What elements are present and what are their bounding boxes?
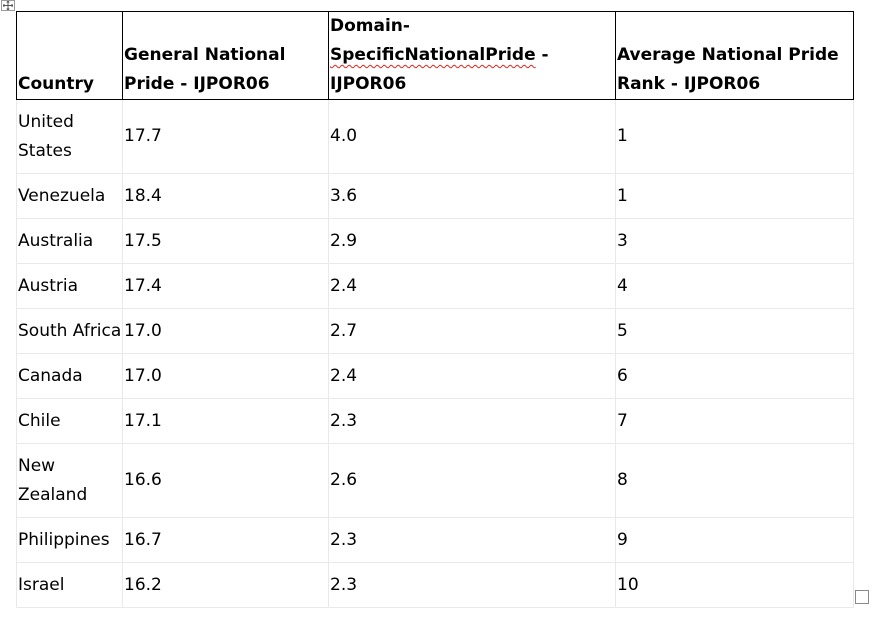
table-row: New Zealand 16.6 2.6 8	[16, 443, 854, 518]
table-row: Australia 17.5 2.9 3	[16, 218, 854, 264]
rank-cell[interactable]: 9	[615, 517, 854, 563]
header-cell-domain-pride[interactable]: Domain- SpecificNationalPride - IJPOR06	[328, 11, 616, 100]
domain-pride-cell[interactable]: 2.4	[328, 263, 616, 309]
table-move-handle[interactable]	[1, 0, 15, 11]
general-pride-cell[interactable]: 17.4	[122, 263, 329, 309]
header-cell-average-rank[interactable]: Average National Pride Rank - IJPOR06	[615, 11, 854, 100]
spellcheck-flagged-text[interactable]: SpecificNationalPride	[330, 45, 536, 65]
country-cell[interactable]: Australia	[16, 218, 123, 264]
general-pride-cell[interactable]: 16.2	[122, 562, 329, 608]
table-row: Austria 17.4 2.4 4	[16, 263, 854, 309]
rank-cell[interactable]: 1	[615, 173, 854, 219]
table-resize-handle[interactable]	[855, 590, 869, 604]
table-row: Venezuela 18.4 3.6 1	[16, 173, 854, 219]
general-pride-cell[interactable]: 16.7	[122, 517, 329, 563]
rank-cell[interactable]: 7	[615, 398, 854, 444]
general-pride-cell[interactable]: 17.5	[122, 218, 329, 264]
general-pride-cell[interactable]: 17.0	[122, 308, 329, 354]
header-text: Country	[18, 74, 94, 94]
general-pride-cell[interactable]: 17.0	[122, 353, 329, 399]
domain-pride-cell[interactable]: 2.3	[328, 562, 616, 608]
domain-pride-cell[interactable]: 2.7	[328, 308, 616, 354]
rank-cell[interactable]: 5	[615, 308, 854, 354]
rank-cell[interactable]: 1	[615, 99, 854, 174]
country-cell[interactable]: Philippines	[16, 517, 123, 563]
country-cell[interactable]: United States	[16, 99, 123, 174]
country-cell[interactable]: New Zealand	[16, 443, 123, 518]
general-pride-cell[interactable]: 16.6	[122, 443, 329, 518]
general-pride-cell[interactable]: 17.1	[122, 398, 329, 444]
move-arrows-icon	[3, 1, 13, 10]
table-row: South Africa 17.0 2.7 5	[16, 308, 854, 354]
header-cell-general-pride[interactable]: General National Pride - IJPOR06	[122, 11, 329, 100]
domain-pride-cell[interactable]: 2.4	[328, 353, 616, 399]
header-text: Average National Pride Rank - IJPOR06	[617, 45, 839, 94]
rank-cell[interactable]: 6	[615, 353, 854, 399]
general-pride-cell[interactable]: 18.4	[122, 173, 329, 219]
domain-pride-cell[interactable]: 2.9	[328, 218, 616, 264]
country-cell[interactable]: Canada	[16, 353, 123, 399]
country-cell[interactable]: Chile	[16, 398, 123, 444]
domain-pride-cell[interactable]: 4.0	[328, 99, 616, 174]
domain-pride-cell[interactable]: 2.3	[328, 517, 616, 563]
rank-cell[interactable]: 8	[615, 443, 854, 518]
country-cell[interactable]: Venezuela	[16, 173, 123, 219]
country-cell[interactable]: Austria	[16, 263, 123, 309]
rank-cell[interactable]: 4	[615, 263, 854, 309]
table-row: Canada 17.0 2.4 6	[16, 353, 854, 399]
country-cell[interactable]: Israel	[16, 562, 123, 608]
table-row: Philippines 16.7 2.3 9	[16, 517, 854, 563]
table-row: Israel 16.2 2.3 10	[16, 562, 854, 608]
domain-pride-cell[interactable]: 2.3	[328, 398, 616, 444]
header-row: Country General National Pride - IJPOR06…	[16, 11, 854, 100]
header-text: Domain-	[330, 16, 410, 36]
rank-cell[interactable]: 10	[615, 562, 854, 608]
header-cell-country[interactable]: Country	[16, 11, 123, 100]
header-text: - IJPOR06	[330, 45, 549, 94]
data-table: Country General National Pride - IJPOR06…	[16, 11, 854, 608]
domain-pride-cell[interactable]: 2.6	[328, 443, 616, 518]
header-text: General National Pride - IJPOR06	[124, 45, 286, 94]
rank-cell[interactable]: 3	[615, 218, 854, 264]
domain-pride-cell[interactable]: 3.6	[328, 173, 616, 219]
table-row: Chile 17.1 2.3 7	[16, 398, 854, 444]
country-cell[interactable]: South Africa	[16, 308, 123, 354]
table-row: United States 17.7 4.0 1	[16, 99, 854, 174]
general-pride-cell[interactable]: 17.7	[122, 99, 329, 174]
